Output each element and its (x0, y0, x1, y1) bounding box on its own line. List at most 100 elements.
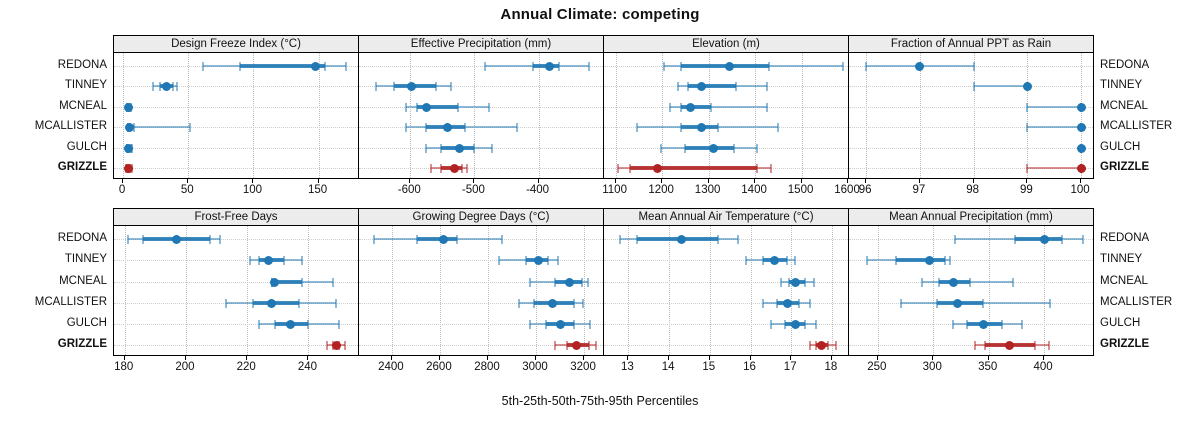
axis-tick-label: 3200 (570, 361, 596, 373)
horizontal-gridline (114, 282, 358, 283)
whisker-cap (1000, 320, 1003, 329)
median-dot (915, 61, 925, 71)
axis-tick (486, 355, 488, 360)
whisker-cap (374, 82, 377, 91)
axis-tick (800, 178, 802, 183)
median-dot (285, 319, 295, 329)
vertical-gridline (662, 53, 664, 178)
station-label-left: MCALLISTER (34, 120, 107, 132)
station-label-right: GULCH (1100, 317, 1141, 329)
horizontal-gridline (114, 260, 358, 261)
whisker-cap (463, 123, 466, 132)
whisker-cap (982, 299, 985, 308)
whisker-cap (325, 341, 328, 350)
axis-tick (583, 355, 585, 360)
whisker-cap (814, 320, 817, 329)
vertical-gridline (123, 53, 125, 178)
whisker-cap (794, 256, 797, 265)
whisker-cap (258, 320, 261, 329)
vertical-gridline (755, 53, 757, 178)
horizontal-gridline (849, 168, 1093, 169)
whisker-cap (954, 235, 957, 244)
axis-tick (122, 178, 124, 183)
whisker-cap (586, 278, 589, 287)
axis-tick (876, 355, 878, 360)
whisker-cap (900, 299, 903, 308)
vertical-gridline (124, 226, 126, 355)
panel-plot (358, 225, 604, 356)
median-dot (443, 122, 452, 132)
station-label-right: GULCH (1100, 141, 1141, 153)
axis-tick (187, 178, 189, 183)
iqr-band-25-75 (240, 64, 326, 68)
whisker-cap (338, 320, 341, 329)
horizontal-gridline (849, 345, 1093, 346)
whisker-cap (669, 103, 672, 112)
whisker-cap (282, 256, 285, 265)
median-dot (1076, 163, 1086, 173)
whisker-cap (745, 256, 748, 265)
median-dot (407, 81, 417, 91)
station-label-left: TINNEY (64, 79, 107, 91)
station-label-right: MCNEAL (1100, 275, 1148, 287)
axis-tick (627, 355, 629, 360)
whisker-cap (1081, 235, 1084, 244)
axis-tick (1043, 355, 1045, 360)
axis-tick-label: 350 (978, 361, 998, 373)
axis-tick (708, 355, 710, 360)
median-dot (421, 102, 431, 112)
axis-tick-label: 96 (858, 184, 872, 196)
whisker-cap (1060, 235, 1063, 244)
median-dot (264, 255, 274, 265)
axis-tick-label: 13 (621, 361, 634, 373)
whisker-cap (425, 144, 428, 153)
whisker-cap (484, 62, 487, 71)
axis-tick (932, 355, 934, 360)
axis-tick-label: 99 (1019, 184, 1033, 196)
axis-tick (535, 355, 537, 360)
station-label-left: GRIZZLE (57, 161, 107, 173)
horizontal-gridline (359, 324, 603, 325)
whisker-cap (307, 320, 310, 329)
axis-tick-label: 50 (180, 184, 194, 196)
iqr-band-25-75 (253, 301, 300, 305)
axis-tick-label: 18 (824, 361, 838, 373)
vertical-gridline (318, 53, 320, 178)
vertical-gridline (709, 226, 711, 355)
axis-tick (123, 355, 125, 360)
whisker-cap (218, 235, 221, 244)
median-dot (1039, 234, 1049, 244)
median-dot (770, 255, 780, 265)
whisker-cap (589, 320, 592, 329)
axis-tick-label: 15 (702, 361, 716, 373)
whisker-cap (175, 82, 178, 91)
whisker-cap (501, 235, 504, 244)
axis-tick (1026, 178, 1028, 183)
axis-tick-label: 3000 (522, 361, 548, 373)
axis-tick-label: 1400 (741, 184, 767, 196)
axis-tick-label: 16 (743, 361, 756, 373)
median-dot (555, 319, 565, 329)
horizontal-gridline (849, 260, 1093, 261)
axis-tick-label: -400 (526, 184, 550, 196)
whisker-cap (429, 164, 432, 173)
horizontal-gridline (359, 86, 603, 87)
whisker-cap (948, 256, 951, 265)
station-label-left: REDONA (57, 59, 107, 71)
whisker-cap (573, 299, 576, 308)
iqr-band-25-75 (895, 258, 946, 262)
median-dot (790, 277, 800, 287)
whisker-cap (812, 278, 815, 287)
horizontal-gridline (849, 148, 1093, 149)
axis-tick-label: 14 (661, 361, 675, 373)
axis-tick-label: 1500 (787, 184, 814, 196)
whisker-cap (457, 103, 460, 112)
axis-tick (749, 355, 751, 360)
median-dot (948, 277, 958, 287)
vertical-gridline (628, 226, 630, 355)
iqr-band-25-75 (417, 237, 457, 241)
median-dot (439, 234, 449, 244)
axis-tick (972, 178, 974, 183)
median-dot (925, 255, 935, 265)
station-label-left: TINNEY (64, 253, 107, 265)
